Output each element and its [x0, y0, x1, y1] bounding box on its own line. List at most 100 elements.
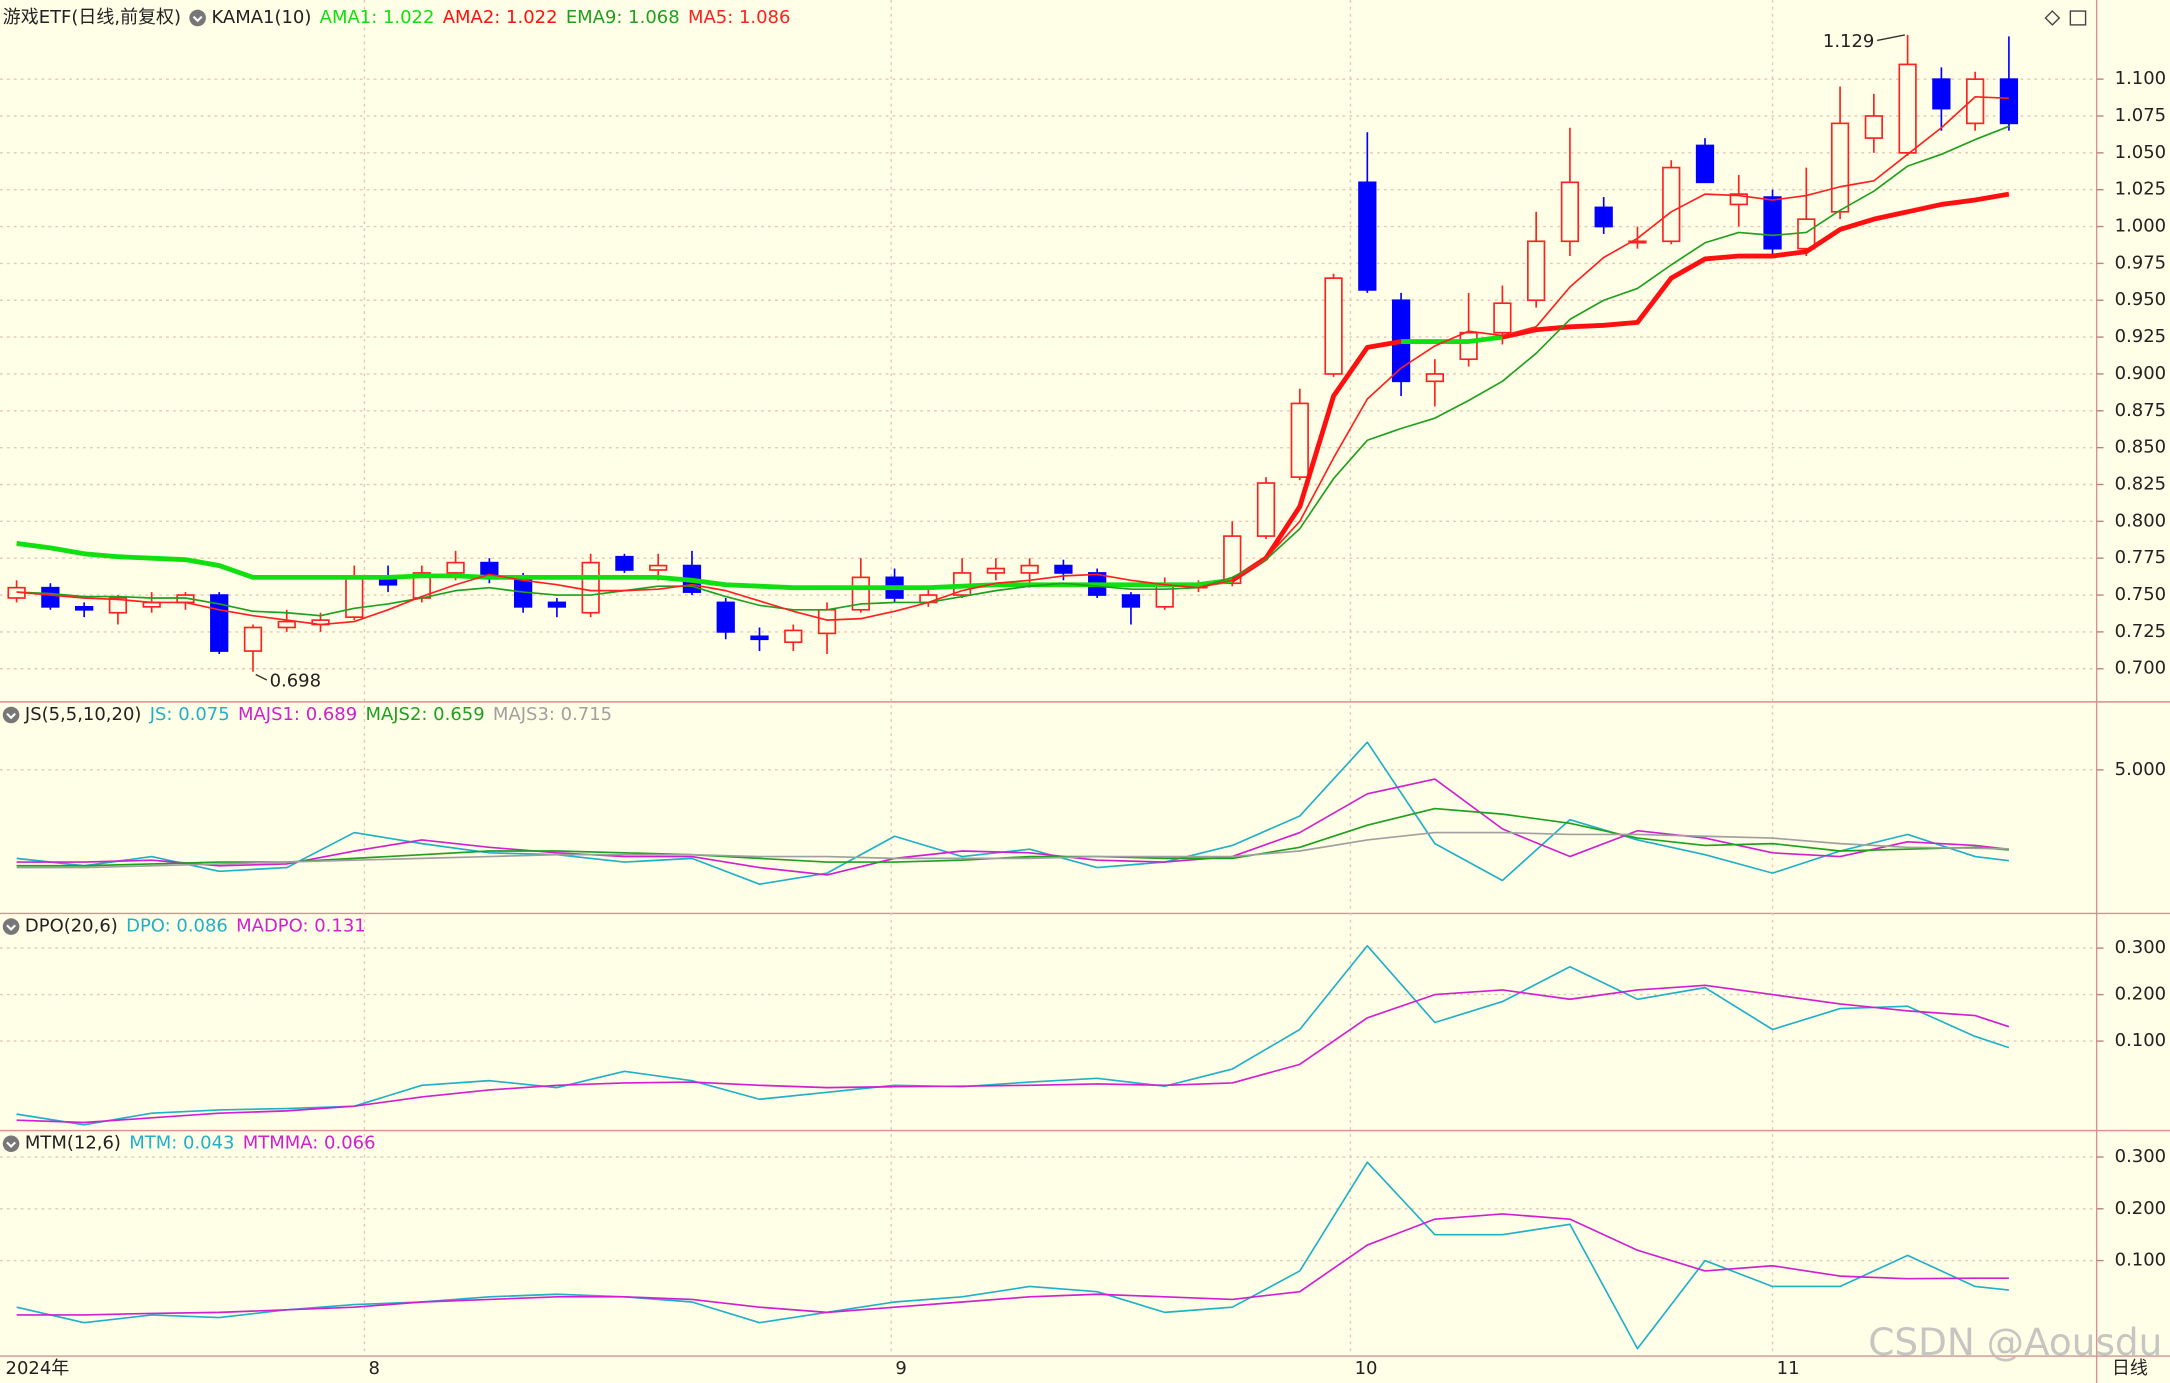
legend-text: KAMA1(10) — [211, 7, 311, 28]
y-tick-label: 0.850 — [2115, 437, 2166, 458]
series-line — [16, 741, 2010, 886]
candle-body — [1020, 564, 1039, 574]
legend-text: MADPO: 0.131 — [236, 916, 366, 937]
candle-body — [1358, 181, 1377, 291]
legend-text: JS(5,5,10,20) — [24, 704, 142, 725]
y-tick-label: 1.025 — [2115, 179, 2166, 200]
legend-text: MAJS2: 0.659 — [365, 704, 484, 725]
x-tick-label: 10 — [1355, 1358, 1378, 1379]
series-line — [16, 125, 2010, 617]
y-tick-label: 0.100 — [2115, 1030, 2166, 1051]
x-tick-label: 2024年 — [6, 1358, 70, 1379]
y-tick-label: 0.700 — [2115, 658, 2166, 679]
annotation-arrow — [1877, 34, 1905, 42]
candle-body — [615, 555, 634, 571]
candle-body — [1966, 78, 1985, 125]
y-tick-label: 0.775 — [2115, 547, 2166, 568]
y-tick-label: 0.725 — [2115, 621, 2166, 642]
y-tick-label: 0.300 — [2115, 1146, 2166, 1167]
y-tick-label: 1.000 — [2115, 216, 2166, 237]
candle-body — [1662, 166, 1681, 243]
candle-body — [581, 561, 600, 614]
candle-body — [817, 608, 837, 635]
y-tick-label: 5.000 — [2115, 759, 2166, 780]
candle-body — [108, 597, 128, 614]
candle-body — [75, 606, 94, 611]
candle-body — [1729, 193, 1748, 206]
legend-text: MA5: 1.086 — [688, 7, 790, 28]
candle-body — [1527, 240, 1546, 302]
candle-body — [716, 601, 735, 633]
y-tick-label: 0.300 — [2115, 937, 2166, 958]
watermark: CSDN @Aousdu — [1868, 1320, 2162, 1364]
legend-text: MAJS1: 0.689 — [238, 704, 357, 725]
annotation: 1.129 — [1823, 31, 1874, 52]
y-tick-label: 1.050 — [2115, 142, 2166, 163]
candle-body — [1695, 144, 1715, 184]
candle-body — [750, 635, 769, 641]
candle-body — [1256, 482, 1276, 537]
legend-text: AMA1: 1.022 — [320, 7, 435, 28]
x-axis-label: 日线 — [2112, 1358, 2148, 1379]
legend-text: 游戏ETF(日线,前复权) — [3, 7, 181, 28]
legend-text: DPO(20,6) — [25, 916, 118, 937]
candle-body — [1763, 196, 1782, 250]
legend-text: MTM: 0.043 — [129, 1133, 234, 1154]
candle-body — [1864, 115, 1883, 139]
x-tick-label: 8 — [369, 1358, 380, 1379]
legend-text: MTMMA: 0.066 — [243, 1133, 376, 1154]
y-tick-label: 0.825 — [2115, 474, 2166, 495]
indicator-icon — [2, 706, 20, 724]
candle-body — [1560, 181, 1580, 243]
candle-body — [277, 620, 296, 629]
candle-body — [1459, 331, 1478, 361]
icon[interactable] — [2044, 10, 2061, 26]
candle-body — [1999, 78, 2019, 125]
y-tick-label: 1.100 — [2115, 68, 2166, 89]
icon[interactable] — [2069, 10, 2087, 26]
legend-text: EMA9: 1.068 — [566, 7, 680, 28]
candle-body — [41, 586, 60, 608]
toolbar-icons[interactable] — [2044, 10, 2087, 26]
indicator-icon — [6, 1141, 16, 1148]
x-tick-label: 11 — [1777, 1358, 1800, 1379]
y-tick-label: 0.875 — [2115, 400, 2166, 421]
series-line — [16, 831, 2009, 869]
candle-body — [547, 601, 567, 608]
candle-body — [649, 564, 668, 571]
candle-body — [1898, 63, 1917, 154]
legend-text: AMA2: 1.022 — [443, 7, 558, 28]
legend-text: MTM(12,6) — [25, 1133, 121, 1154]
series-line — [16, 541, 1233, 591]
candle-body — [243, 626, 263, 652]
candle-body — [1324, 277, 1343, 375]
series-line — [16, 778, 2010, 876]
candle-body — [1628, 240, 1647, 244]
annotation: 0.698 — [270, 670, 321, 691]
series-line — [1401, 334, 1503, 344]
candle-body — [1425, 373, 1444, 383]
candle-body — [1493, 302, 1512, 334]
candle-body — [1797, 218, 1816, 250]
candle-body — [1830, 122, 1850, 213]
series-line — [16, 96, 2009, 626]
candle-body — [986, 567, 1006, 574]
candle-body — [446, 561, 465, 574]
series-line — [16, 807, 2009, 867]
y-tick-label: 0.100 — [2115, 1250, 2166, 1271]
indicator-icon — [189, 9, 206, 27]
legend-text: DPO: 0.086 — [126, 916, 228, 937]
annotation-arrow — [255, 673, 268, 681]
candle-body — [1223, 535, 1242, 585]
y-tick-label: 0.200 — [2115, 984, 2166, 1005]
y-tick-label: 0.200 — [2115, 1198, 2166, 1219]
candle-body — [1594, 206, 1613, 228]
candle-body — [1155, 583, 1174, 608]
candle-body — [784, 629, 803, 644]
candle-body — [1054, 564, 1073, 574]
y-tick-label: 0.900 — [2115, 363, 2166, 384]
indicator-icon — [192, 15, 203, 23]
y-tick-label: 0.750 — [2115, 584, 2166, 605]
series-line — [16, 1213, 2009, 1316]
